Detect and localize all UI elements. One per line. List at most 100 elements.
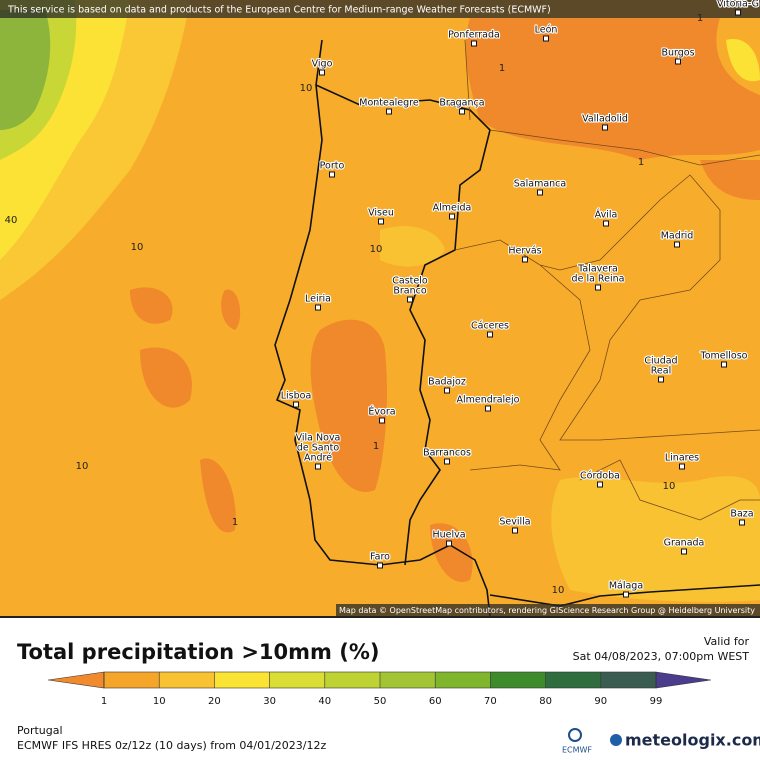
city-marker	[595, 284, 601, 291]
city-marker	[512, 527, 518, 534]
colorbar-segment	[545, 672, 601, 688]
colorbar-segment	[324, 672, 380, 688]
city-marker	[522, 256, 528, 263]
city-name: de Santo	[297, 443, 339, 454]
contour-label: 10	[131, 242, 144, 253]
city-name: Badajoz	[428, 377, 466, 388]
colorbar-segment	[269, 672, 325, 688]
city-name: Almeida	[433, 203, 472, 214]
contour-label: 1	[638, 157, 644, 168]
model-run: ECMWF IFS HRES 0z/12z (10 days) from 04/…	[17, 739, 327, 752]
orange-area	[130, 287, 241, 533]
region-border	[454, 39, 760, 521]
colorbar-tick-label: 99	[650, 696, 663, 707]
colorbar-segment	[104, 672, 160, 688]
colorbar-tick-label: 60	[429, 696, 442, 707]
city-marker	[674, 241, 680, 248]
city-name: Bragança	[439, 98, 484, 109]
city-name: Málaga	[609, 581, 643, 592]
city-marker	[459, 108, 465, 115]
contour-label: 10	[300, 83, 313, 94]
city-marker	[444, 458, 450, 465]
contour-label: 1	[499, 63, 505, 74]
contour-label: 10	[76, 461, 89, 472]
city-marker	[735, 9, 741, 16]
national-border	[315, 84, 491, 566]
colorbar-under	[47, 671, 105, 689]
attribution-band	[336, 604, 760, 616]
colorbar-tick-label: 20	[208, 696, 221, 707]
contour-label: 1	[373, 441, 379, 452]
city-name: Castelo	[392, 276, 428, 287]
city-name: Linares	[665, 453, 699, 464]
city-name: Évora	[368, 406, 395, 418]
colorbar-tick-label: 50	[374, 696, 387, 707]
colorbar-tick-label: 70	[484, 696, 497, 707]
contour-label: 1	[697, 13, 703, 24]
colorbar-segment	[380, 672, 436, 688]
city-marker	[658, 376, 664, 383]
city-marker	[446, 540, 452, 547]
city-marker	[675, 58, 681, 65]
city-name: Porto	[320, 161, 345, 172]
city-name: León	[535, 25, 558, 36]
brand-logo	[610, 734, 622, 746]
city-marker	[543, 35, 549, 42]
city-name: André	[304, 453, 332, 464]
city-name: Faro	[370, 552, 390, 563]
colorbar-tick-label: 80	[539, 696, 552, 707]
city-marker	[329, 171, 335, 178]
city-marker	[444, 387, 450, 394]
city-name: Valladolid	[582, 114, 628, 125]
title: Total precipitation >10mm (%)	[17, 640, 379, 664]
city-name: Huelva	[432, 530, 465, 541]
city-name: Vigo	[312, 59, 333, 70]
orange-area	[465, 18, 760, 160]
city-name: Salamanca	[514, 179, 566, 190]
city-marker	[597, 481, 603, 488]
city-marker	[378, 218, 384, 225]
city-name: Cáceres	[471, 321, 509, 332]
city-marker	[471, 40, 477, 47]
yellow-area	[726, 39, 760, 82]
city-marker	[377, 562, 383, 569]
contour-labels: 1 10 1 1 40 10 10 10 1 1 10 10	[5, 13, 704, 596]
city-name: Ciudad	[644, 356, 677, 367]
city-name: Tomelloso	[700, 351, 748, 362]
city-name: Leiria	[305, 294, 331, 305]
city-name: Lisboa	[281, 391, 312, 402]
city-name: Almendralejo	[457, 395, 520, 406]
colorbar-segment	[159, 672, 215, 688]
contour-label: 1	[232, 517, 238, 528]
city-marker	[485, 405, 491, 412]
ecmwf-logo	[568, 728, 582, 742]
coastline	[489, 584, 760, 607]
colorbar-tick-label: 40	[318, 696, 331, 707]
city-marker	[603, 220, 609, 227]
city-marker	[681, 548, 687, 555]
city-name: Branco	[393, 286, 426, 297]
orange-area	[310, 319, 387, 492]
contour-label: 10	[663, 481, 676, 492]
city-name: Granada	[664, 538, 705, 549]
brand: meteologix.com	[625, 731, 760, 750]
colorbar-segment	[435, 672, 491, 688]
map: This service is based on data and produc…	[0, 0, 760, 617]
ecmwf-text: ECMWF	[562, 746, 592, 755]
contour-label: 40	[5, 215, 18, 226]
city-marker	[449, 213, 455, 220]
valid-label: Valid for	[704, 635, 750, 648]
colorbar-segment	[214, 672, 270, 688]
colorbar-tick-label: 10	[153, 696, 166, 707]
city-name: de la Reina	[572, 274, 625, 285]
city-marker	[679, 463, 685, 470]
city-marker	[293, 401, 299, 408]
colorbar-segment	[600, 672, 656, 688]
city-name: Sevilla	[499, 517, 530, 528]
city-name: Talavera	[577, 264, 618, 275]
region: Portugal	[17, 724, 63, 737]
colorbar-tick-label: 90	[594, 696, 607, 707]
city-labels: Vitoria-G Ponferrada León Vigo Burgos Monteal…	[280, 0, 760, 598]
notice: This service is based on data and produc…	[7, 5, 551, 16]
